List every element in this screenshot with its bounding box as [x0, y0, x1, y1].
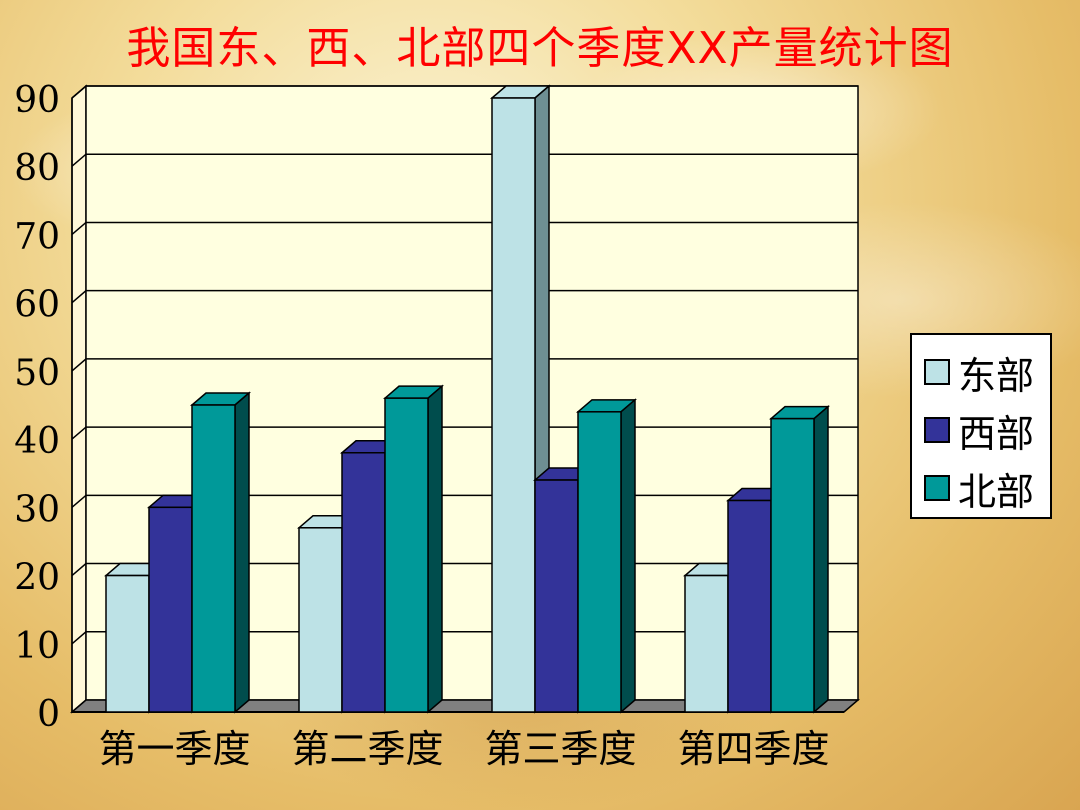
- y-tick-label: 90: [14, 80, 60, 121]
- bar-side: [620, 398, 636, 714]
- bar: [298, 527, 343, 713]
- gridline: [71, 153, 858, 167]
- y-tick-label: 40: [14, 421, 60, 462]
- bar: [491, 97, 536, 713]
- bar: [384, 397, 429, 713]
- bar-side: [234, 391, 250, 714]
- side-wall: [71, 84, 87, 714]
- legend-item-north: 北部: [924, 459, 1050, 517]
- bar: [191, 404, 236, 713]
- legend-label-north: 北部: [958, 469, 1035, 514]
- legend-label-east: 东部: [958, 353, 1035, 398]
- legend-item-east: 东部: [924, 343, 1050, 401]
- gridline: [71, 289, 858, 304]
- bar: [341, 452, 386, 713]
- y-tick-label: 50: [14, 353, 60, 394]
- bar: [727, 499, 772, 713]
- y-tick-label: 30: [14, 489, 60, 530]
- y-tick-label: 0: [37, 694, 60, 735]
- y-tick-label: 20: [14, 558, 60, 599]
- bar: [684, 574, 729, 713]
- bar: [148, 506, 193, 713]
- x-tick-label: 第三季度: [484, 727, 636, 771]
- y-tick-label: 60: [14, 285, 60, 326]
- legend-swatch-west: [924, 417, 950, 443]
- legend-swatch-east: [924, 359, 950, 385]
- gridline: [71, 221, 858, 236]
- x-tick-label: 第一季度: [98, 727, 250, 771]
- legend-swatch-north: [924, 475, 950, 501]
- bar: [534, 479, 579, 713]
- bar-side: [427, 384, 443, 714]
- bar-side: [813, 405, 829, 714]
- legend: 东部 西部 北部: [910, 333, 1052, 519]
- bar: [105, 574, 150, 713]
- bar: [770, 417, 815, 713]
- chart-title: 我国东、西、北部四个季度XX产量统计图: [126, 23, 954, 74]
- y-tick-label: 80: [14, 148, 60, 189]
- gridline: [71, 358, 858, 372]
- y-tick-label: 10: [14, 626, 60, 667]
- legend-label-west: 西部: [958, 411, 1035, 456]
- x-tick-label: 第二季度: [291, 727, 443, 771]
- x-tick-label: 第四季度: [677, 727, 829, 771]
- legend-item-west: 西部: [924, 401, 1050, 459]
- bar: [577, 411, 622, 713]
- y-tick-label: 70: [14, 216, 60, 257]
- gridline: [71, 85, 858, 99]
